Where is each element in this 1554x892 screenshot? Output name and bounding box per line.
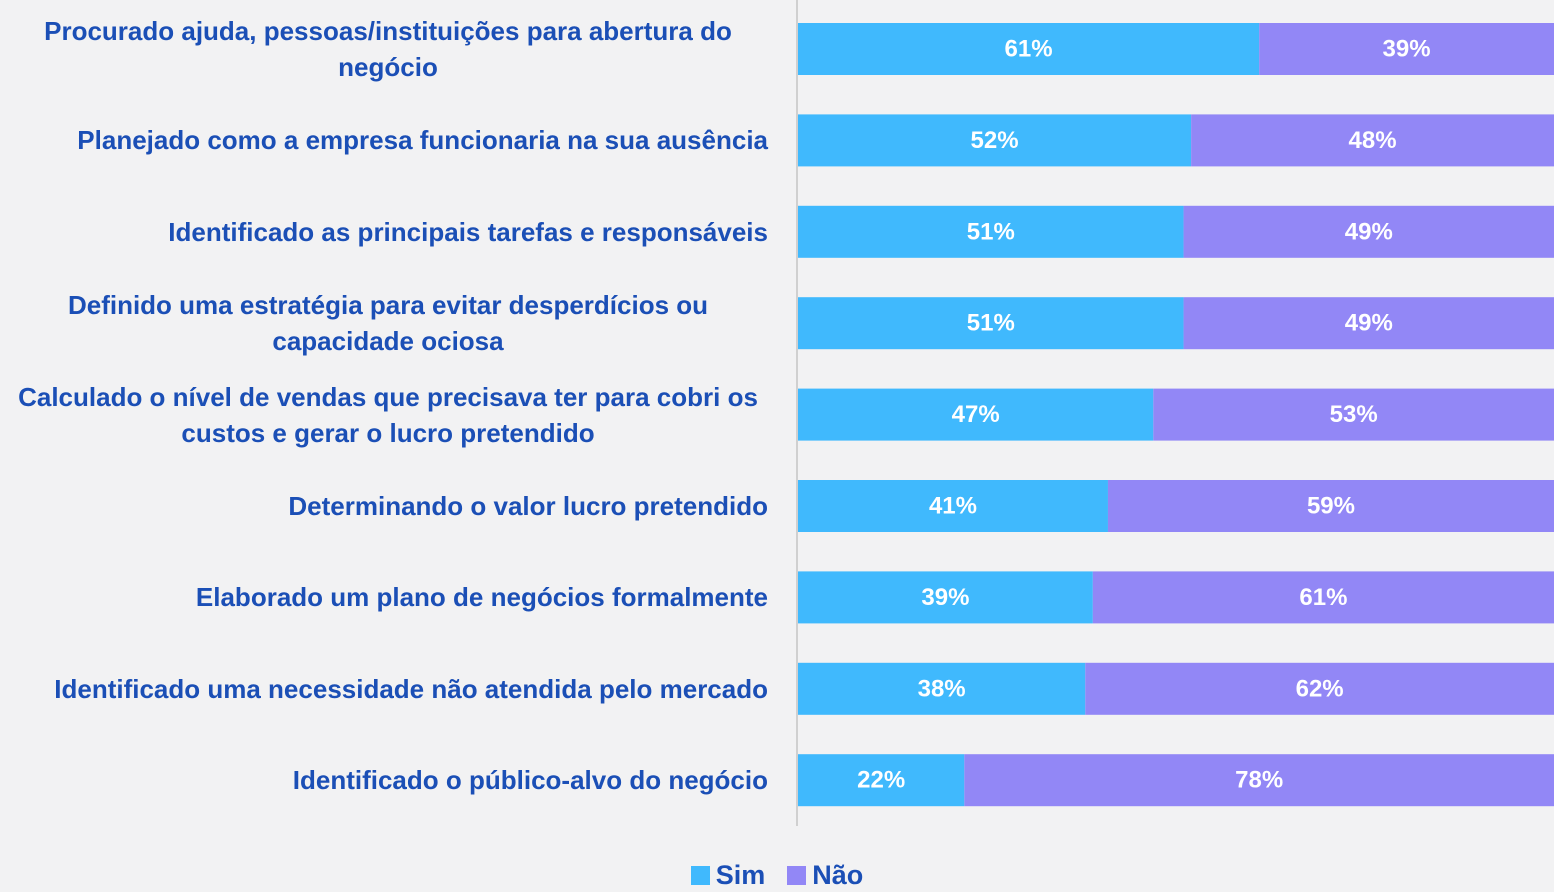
bar-segment	[1183, 205, 1554, 258]
legend-item: Sim	[690, 860, 766, 891]
bar-segment	[798, 662, 1086, 715]
category-label: Identificado as principais tarefas e res…	[0, 192, 768, 272]
bar-segment	[798, 754, 965, 807]
value-label: 52%	[971, 127, 1019, 154]
value-label: 53%	[1330, 401, 1378, 428]
category-text: Identificado uma necessidade não atendid…	[54, 673, 768, 704]
bar-segment	[1191, 114, 1554, 167]
bar-segment	[798, 388, 1154, 441]
value-label: 48%	[1349, 127, 1397, 154]
bar-segment	[798, 205, 1184, 258]
bar-segment	[1183, 297, 1554, 350]
value-label: 78%	[1235, 767, 1283, 794]
category-text: Elaborado um plano de negócios formalmen…	[195, 582, 768, 613]
bar-segment	[798, 297, 1184, 350]
category-text: Definido uma estratégia para evitar desp…	[67, 290, 709, 357]
legend-item: Não	[787, 860, 863, 891]
category-text: Calculado o nível de vendas que precisav…	[18, 381, 758, 448]
bar-segment	[964, 754, 1554, 807]
bar-segment	[798, 114, 1192, 167]
value-label: 22%	[857, 767, 905, 794]
value-label: 39%	[1383, 36, 1431, 63]
category-label: Identificado uma necessidade não atendid…	[0, 649, 768, 729]
legend: Sim Não	[0, 860, 1554, 891]
value-label: 59%	[1307, 493, 1355, 520]
value-label: 38%	[918, 675, 966, 702]
category-label: Elaborado um plano de negócios formalmen…	[0, 557, 768, 637]
value-label: 47%	[952, 401, 1000, 428]
value-label: 41%	[929, 493, 977, 520]
value-label: 51%	[967, 218, 1015, 245]
bar-segment	[1092, 571, 1554, 624]
bar-segment	[798, 480, 1108, 532]
category-label: Definido uma estratégia para evitar desp…	[0, 283, 768, 363]
value-label: 61%	[1005, 36, 1053, 63]
legend-swatch	[690, 866, 710, 885]
category-text: Planejado como a empresa funcionaria na …	[77, 125, 768, 156]
value-label: 61%	[1299, 584, 1347, 611]
legend-label: Não	[812, 860, 864, 890]
bar-segment	[1085, 662, 1554, 715]
value-label: 62%	[1296, 675, 1344, 702]
category-label: Identificado o público-alvo do negócio	[0, 740, 768, 820]
category-text: Procurado ajuda, pessoas/instituições pa…	[44, 16, 732, 82]
value-label: 49%	[1345, 218, 1393, 245]
value-label: 39%	[921, 584, 969, 611]
category-label: Calculado o nível de vendas que precisav…	[0, 375, 768, 455]
category-text: Determinando o valor lucro pretendido	[288, 491, 768, 521]
value-label: 49%	[1345, 310, 1393, 337]
category-text: Identificado as principais tarefas e res…	[168, 216, 768, 247]
category-label: Procurado ajuda, pessoas/instituições pa…	[0, 9, 768, 89]
category-text: Identificado o público-alvo do negócio	[292, 765, 768, 796]
bar-segment	[798, 571, 1093, 624]
legend-swatch	[787, 866, 807, 885]
bar-segment	[1107, 480, 1554, 532]
category-label: Planejado como a empresa funcionaria na …	[0, 100, 768, 180]
bar-segment	[798, 23, 1260, 75]
bar-segment	[1259, 23, 1554, 75]
category-label: Determinando o valor lucro pretendido	[0, 466, 768, 546]
value-label: 51%	[967, 310, 1015, 337]
legend-label: Sim	[715, 860, 766, 890]
bar-segment	[1153, 388, 1554, 441]
